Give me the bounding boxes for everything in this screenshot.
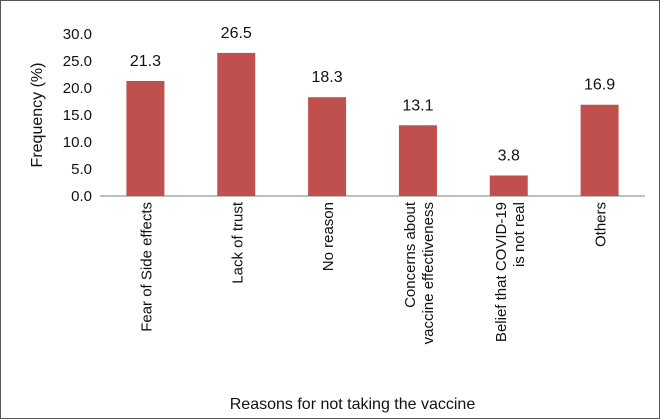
x-tick-label-line: Belief that COVID-19 (493, 202, 510, 342)
y-axis-ticks: 0.0 5.0 10.0 15.0 20.0 25.0 30.0 (63, 26, 92, 205)
x-axis-ticks: Fear of Side effects Lack of trust No reas… (138, 201, 609, 344)
y-tick-label: 5.0 (71, 161, 92, 178)
x-tick-label-line: Fear of Side effects (138, 202, 155, 332)
bar (580, 104, 619, 196)
x-tick-label: Fear of Side effects (138, 202, 155, 332)
x-axis-title: Reasons for not taking the vaccine (230, 396, 476, 413)
y-tick-label: 30.0 (63, 26, 92, 43)
x-tick-label-line: vaccine effectiveness (420, 202, 437, 344)
bar (217, 52, 256, 197)
y-tick-label: 20.0 (63, 80, 92, 97)
y-tick-label: 25.0 (63, 53, 92, 70)
y-tick-label: 0.0 (71, 188, 92, 205)
y-axis-title: Frequency (%) (29, 63, 46, 168)
data-label: 16.9 (584, 77, 615, 94)
y-tick-label: 15.0 (63, 107, 92, 124)
x-tick-label-line: Others (593, 202, 610, 247)
x-tick-label-line: No reason (320, 202, 337, 271)
data-label: 26.5 (221, 25, 252, 42)
y-tick-label: 10.0 (63, 134, 92, 151)
x-tick-label: Concerns about vaccine effectiveness (402, 201, 437, 344)
x-tick-label: Others (593, 202, 610, 247)
x-tick-label-line: Concerns about (402, 201, 419, 308)
data-label: 13.1 (402, 97, 433, 114)
bars (126, 52, 619, 197)
bar (126, 80, 165, 196)
x-tick-label: No reason (320, 202, 337, 271)
x-tick-label-line: Lack of trust (229, 201, 246, 284)
x-tick-label: Belief that COVID-19 is not real (493, 202, 528, 342)
bar (398, 125, 437, 196)
data-labels: 21.3 26.5 18.3 13.1 3.8 16.9 (130, 25, 615, 165)
x-tick-label: Lack of trust (229, 201, 246, 284)
x-tick-label-line: is not real (511, 202, 528, 267)
bar (308, 97, 347, 196)
bar (489, 175, 528, 196)
data-label: 18.3 (312, 69, 343, 86)
data-label: 21.3 (130, 53, 161, 70)
data-label: 3.8 (498, 147, 520, 164)
